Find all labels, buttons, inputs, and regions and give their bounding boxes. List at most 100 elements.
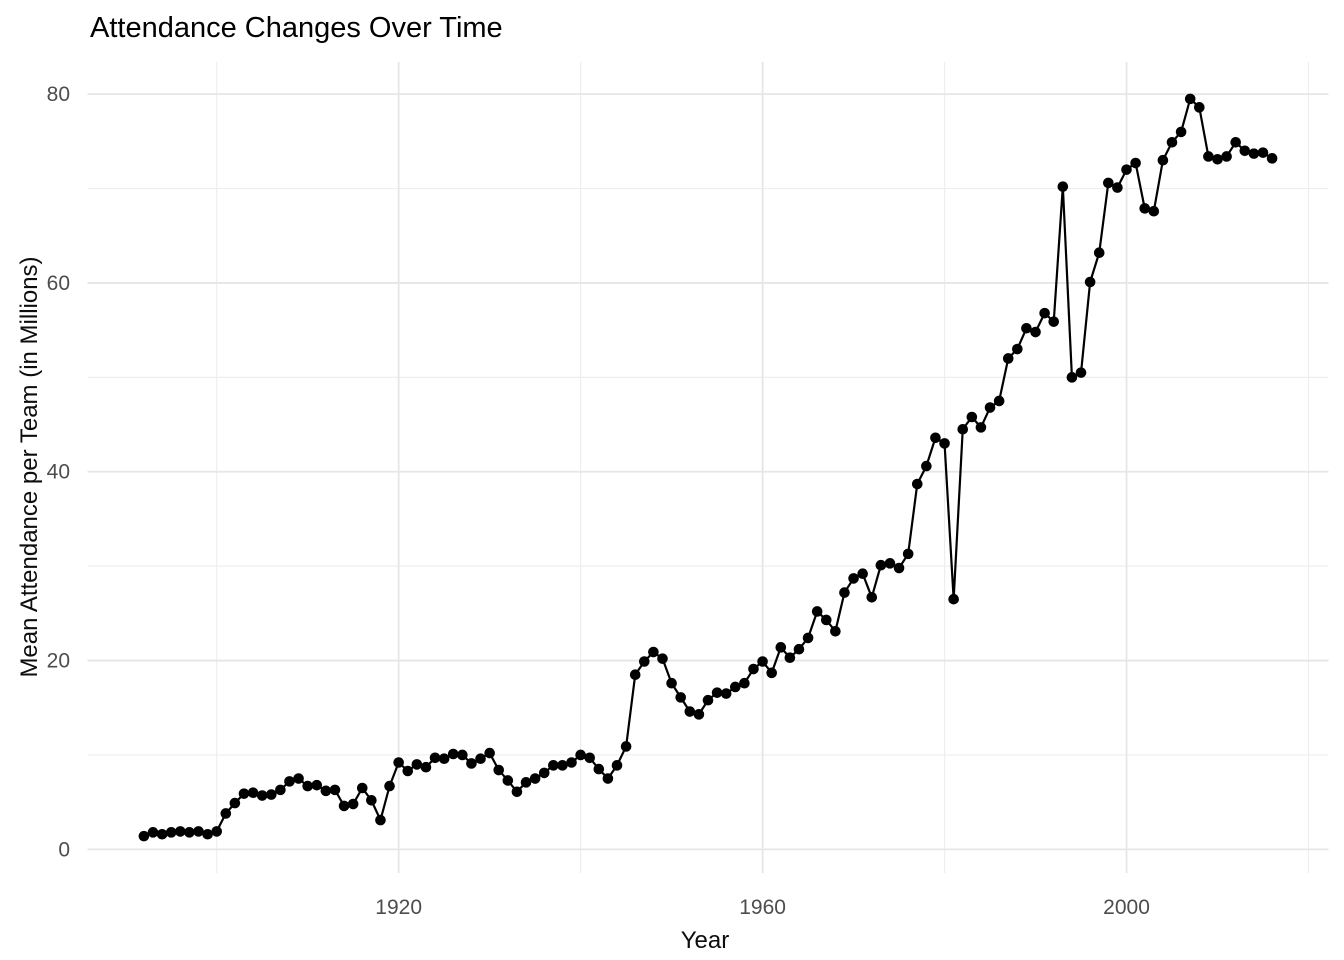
data-point [411, 759, 423, 770]
data-point [529, 773, 541, 784]
data-point [593, 763, 605, 775]
data-point [147, 827, 159, 838]
data-point [702, 694, 714, 706]
data-point [220, 808, 232, 819]
data-point [566, 757, 577, 768]
data-point [793, 643, 805, 655]
data-point [575, 749, 586, 761]
data-point [1075, 367, 1087, 378]
data-point [311, 779, 323, 791]
data-point [911, 478, 923, 490]
data-point [1239, 145, 1251, 157]
data-point [438, 753, 450, 765]
data-point [156, 828, 168, 840]
data-point [466, 758, 477, 769]
data-point [584, 752, 596, 764]
data-point [1084, 276, 1096, 288]
data-point [1230, 136, 1241, 148]
data-point [366, 794, 377, 806]
data-point [729, 681, 741, 693]
data-point [329, 784, 341, 796]
data-point [639, 656, 650, 667]
data-point [930, 432, 941, 444]
data-point [1093, 247, 1105, 259]
data-point [475, 753, 486, 765]
data-point [766, 667, 777, 679]
data-point [866, 592, 878, 603]
data-point [984, 402, 996, 413]
data-point [356, 782, 368, 794]
data-point [602, 773, 614, 784]
x-tick-label: 1960 [739, 896, 786, 919]
data-point [611, 760, 623, 771]
data-point [138, 830, 150, 842]
data-point [693, 709, 705, 720]
data-point [275, 784, 286, 796]
data-point [1048, 316, 1060, 327]
data-point [302, 780, 313, 792]
data-point [1166, 136, 1178, 148]
data-point [1266, 153, 1278, 164]
data-point [1002, 353, 1014, 364]
data-point [802, 632, 814, 644]
data-point [830, 625, 841, 637]
data-point [1157, 154, 1169, 166]
data-point [939, 438, 950, 449]
data-point [1121, 164, 1132, 175]
data-point [1030, 326, 1041, 338]
data-point [629, 669, 641, 681]
data-point [811, 606, 823, 617]
data-point [1212, 153, 1223, 165]
data-point [848, 573, 859, 584]
data-point [338, 800, 350, 812]
data-point [1175, 126, 1187, 138]
data-point [1221, 151, 1232, 162]
y-tick-label: 80 [47, 83, 70, 106]
y-axis-title: Mean Attendance per Team (in Millions) [16, 256, 43, 678]
data-point [1248, 148, 1260, 159]
data-point [193, 826, 204, 837]
data-point [1039, 307, 1050, 319]
data-point [256, 790, 268, 801]
data-point [202, 828, 213, 840]
data-point [1021, 322, 1032, 334]
data-point [457, 749, 468, 761]
data-point [557, 760, 568, 771]
data-point [1257, 147, 1269, 158]
data-point [666, 677, 677, 689]
data-point [1148, 205, 1160, 217]
data-point [511, 786, 523, 798]
data-point [484, 747, 495, 759]
data-point [184, 827, 195, 838]
data-point [657, 653, 668, 664]
data-point [211, 826, 222, 837]
data-point [1066, 372, 1078, 383]
data-point [502, 775, 514, 786]
data-point [620, 741, 632, 752]
data-point [447, 748, 459, 760]
data-point [775, 642, 787, 653]
data-point [1139, 203, 1151, 214]
data-point [893, 562, 905, 574]
data-point [975, 422, 987, 433]
data-point [429, 752, 441, 764]
data-point [375, 814, 386, 826]
data-point [238, 788, 250, 799]
data-point [739, 677, 750, 689]
chart-title: Attendance Changes Over Time [90, 12, 503, 44]
data-point [293, 773, 304, 784]
x-tick-label: 1920 [375, 896, 422, 919]
data-point [948, 593, 959, 605]
data-point [921, 460, 932, 472]
data-point [175, 826, 186, 837]
data-point [1103, 177, 1114, 189]
data-point [966, 411, 978, 423]
data-point [402, 765, 414, 777]
data-point [957, 423, 969, 435]
data-point [857, 568, 868, 580]
data-point [720, 688, 732, 699]
data-point [784, 652, 796, 664]
y-tick-label: 20 [47, 650, 70, 673]
